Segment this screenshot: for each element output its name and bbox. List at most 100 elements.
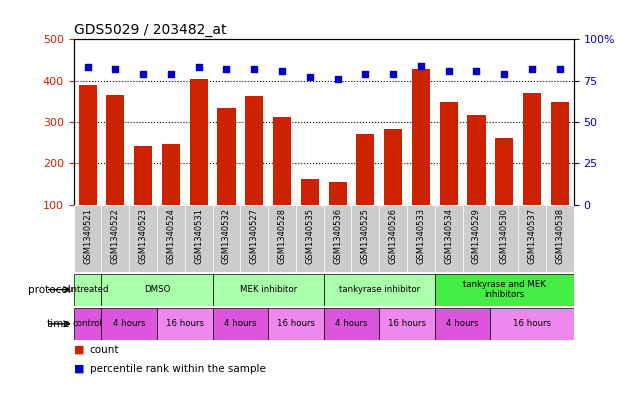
Text: 4 hours: 4 hours bbox=[446, 320, 479, 328]
Bar bbox=[106, 95, 124, 246]
Point bbox=[527, 66, 537, 72]
Bar bbox=[213, 274, 324, 306]
Point bbox=[277, 68, 287, 74]
Bar bbox=[518, 205, 546, 272]
Text: ■: ■ bbox=[74, 345, 84, 355]
Text: GSM1340529: GSM1340529 bbox=[472, 208, 481, 264]
Text: GSM1340523: GSM1340523 bbox=[138, 208, 147, 264]
Bar bbox=[162, 143, 180, 246]
Bar bbox=[101, 274, 213, 306]
Text: percentile rank within the sample: percentile rank within the sample bbox=[90, 364, 265, 374]
Point bbox=[249, 66, 260, 72]
Bar bbox=[435, 205, 463, 272]
Text: control: control bbox=[72, 320, 103, 328]
Bar bbox=[356, 134, 374, 246]
Text: GSM1340538: GSM1340538 bbox=[555, 208, 564, 264]
Text: GSM1340525: GSM1340525 bbox=[361, 208, 370, 264]
Bar bbox=[273, 117, 291, 246]
Point bbox=[110, 66, 121, 72]
Bar bbox=[435, 308, 490, 340]
Text: 16 hours: 16 hours bbox=[513, 320, 551, 328]
Text: 16 hours: 16 hours bbox=[388, 320, 426, 328]
Text: 4 hours: 4 hours bbox=[224, 320, 256, 328]
Bar bbox=[157, 205, 185, 272]
Bar bbox=[74, 205, 101, 272]
Point bbox=[304, 74, 315, 81]
Bar bbox=[296, 205, 324, 272]
Text: tankyrase inhibitor: tankyrase inhibitor bbox=[338, 285, 420, 294]
Bar bbox=[217, 108, 235, 246]
Point bbox=[194, 64, 204, 71]
Bar bbox=[185, 205, 213, 272]
Text: tankyrase and MEK
inhibitors: tankyrase and MEK inhibitors bbox=[463, 280, 545, 299]
Bar bbox=[129, 205, 157, 272]
Text: DMSO: DMSO bbox=[144, 285, 171, 294]
Text: GSM1340536: GSM1340536 bbox=[333, 208, 342, 264]
Bar bbox=[329, 182, 347, 246]
Bar bbox=[324, 308, 379, 340]
Bar bbox=[157, 308, 213, 340]
Text: 4 hours: 4 hours bbox=[113, 320, 146, 328]
Point bbox=[444, 68, 454, 74]
Text: time: time bbox=[47, 319, 71, 329]
Bar bbox=[490, 308, 574, 340]
Text: GSM1340532: GSM1340532 bbox=[222, 208, 231, 264]
Bar bbox=[101, 308, 157, 340]
Text: GSM1340524: GSM1340524 bbox=[167, 208, 176, 264]
Text: GSM1340530: GSM1340530 bbox=[500, 208, 509, 264]
Text: protocol: protocol bbox=[28, 285, 71, 295]
Text: count: count bbox=[90, 345, 119, 355]
Bar bbox=[213, 205, 240, 272]
Text: ■: ■ bbox=[74, 364, 84, 374]
Bar bbox=[324, 205, 351, 272]
Point bbox=[416, 62, 426, 69]
Point bbox=[499, 71, 510, 77]
Bar bbox=[246, 96, 263, 246]
Bar bbox=[240, 205, 268, 272]
Bar bbox=[435, 274, 574, 306]
Point bbox=[360, 71, 370, 77]
Bar bbox=[101, 205, 129, 272]
Point bbox=[138, 71, 148, 77]
Bar bbox=[351, 205, 379, 272]
Bar bbox=[190, 79, 208, 246]
Bar bbox=[74, 308, 101, 340]
Text: GSM1340534: GSM1340534 bbox=[444, 208, 453, 264]
Bar bbox=[268, 205, 296, 272]
Text: GSM1340526: GSM1340526 bbox=[388, 208, 397, 264]
Bar bbox=[546, 205, 574, 272]
Text: GSM1340535: GSM1340535 bbox=[305, 208, 314, 264]
Text: GSM1340528: GSM1340528 bbox=[278, 208, 287, 264]
Bar bbox=[324, 274, 435, 306]
Text: MEK inhibitor: MEK inhibitor bbox=[240, 285, 297, 294]
Text: 16 hours: 16 hours bbox=[166, 320, 204, 328]
Point bbox=[471, 68, 481, 74]
Text: GSM1340522: GSM1340522 bbox=[111, 208, 120, 264]
Text: GSM1340537: GSM1340537 bbox=[528, 208, 537, 264]
Bar bbox=[379, 205, 407, 272]
Bar bbox=[490, 205, 518, 272]
Bar bbox=[412, 70, 430, 246]
Bar bbox=[523, 93, 541, 246]
Point bbox=[554, 66, 565, 72]
Bar bbox=[301, 179, 319, 246]
Text: 4 hours: 4 hours bbox=[335, 320, 368, 328]
Text: GSM1340531: GSM1340531 bbox=[194, 208, 203, 264]
Point bbox=[166, 71, 176, 77]
Bar bbox=[268, 308, 324, 340]
Bar bbox=[79, 85, 97, 246]
Bar bbox=[463, 205, 490, 272]
Bar bbox=[213, 308, 268, 340]
Bar bbox=[440, 102, 458, 246]
Text: GSM1340533: GSM1340533 bbox=[417, 208, 426, 264]
Point bbox=[83, 64, 93, 71]
Point bbox=[333, 76, 343, 82]
Text: untreated: untreated bbox=[67, 285, 109, 294]
Bar bbox=[74, 274, 101, 306]
Text: GSM1340521: GSM1340521 bbox=[83, 208, 92, 264]
Point bbox=[388, 71, 398, 77]
Bar bbox=[384, 129, 402, 246]
Text: 16 hours: 16 hours bbox=[277, 320, 315, 328]
Text: GSM1340527: GSM1340527 bbox=[250, 208, 259, 264]
Bar bbox=[467, 115, 485, 246]
